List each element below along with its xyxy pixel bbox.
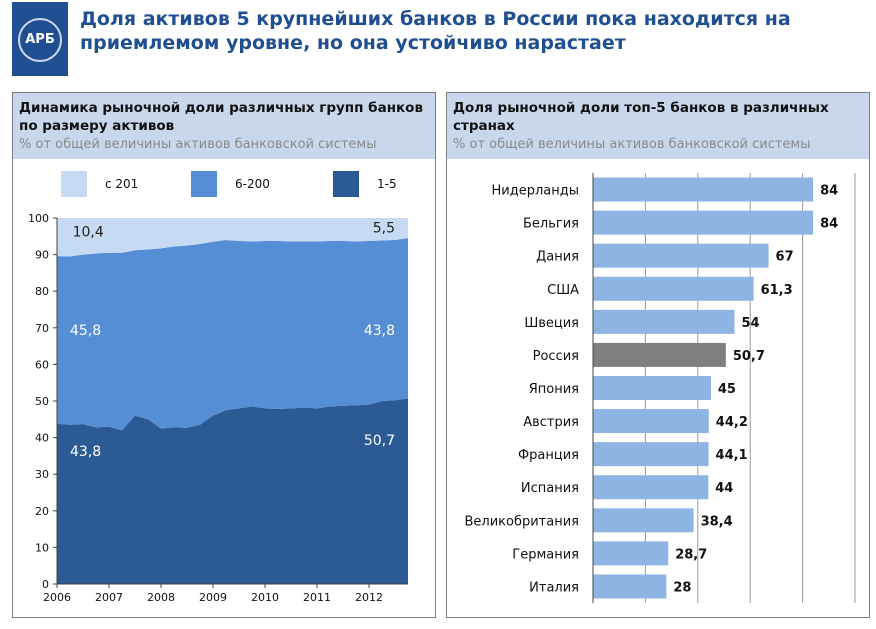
bar-value-label: 84 xyxy=(820,217,838,232)
bar-category-label: Дания xyxy=(536,250,579,265)
page-title: Доля активов 5 крупнейших банков в Росси… xyxy=(80,8,791,54)
y-tick-label: 30 xyxy=(35,468,49,481)
legend-label-3: 1-5 xyxy=(377,177,397,191)
area-annotation: 43,8 xyxy=(364,323,395,339)
left-chart-subtitle: % от общей величины активов банковской с… xyxy=(19,137,377,152)
left-chart-panel: Динамика рыночной доли различных групп б… xyxy=(12,92,436,618)
bar xyxy=(593,442,709,467)
area-series-1 xyxy=(57,398,408,584)
bar-category-label: Испания xyxy=(521,481,579,496)
x-tick-label: 2007 xyxy=(95,591,123,604)
bar xyxy=(593,541,669,566)
x-tick-label: 2011 xyxy=(303,591,331,604)
logo: АРБ xyxy=(12,2,68,76)
bar xyxy=(593,243,769,268)
area-annotation: 45,8 xyxy=(70,323,101,339)
x-tick-label: 2010 xyxy=(251,591,279,604)
bar-value-label: 67 xyxy=(776,250,794,265)
bar-category-label: Германия xyxy=(512,547,579,562)
bar-value-label: 50,7 xyxy=(733,349,765,364)
right-chart-subtitle: % от общей величины активов банковской с… xyxy=(453,137,811,152)
bar xyxy=(593,409,709,434)
bar-category-label: Франция xyxy=(518,448,579,463)
legend-label-2: 6-200 xyxy=(235,177,270,191)
bar-value-label: 44,1 xyxy=(716,448,748,463)
bar xyxy=(593,574,667,599)
bar xyxy=(593,342,726,367)
bar-value-label: 28,7 xyxy=(675,547,707,562)
bar xyxy=(593,508,694,533)
y-tick-label: 70 xyxy=(35,322,49,335)
bar-category-label: Россия xyxy=(533,349,579,364)
bar-category-label: Бельгия xyxy=(523,217,579,232)
y-tick-label: 10 xyxy=(35,541,49,554)
left-panel-header: Динамика рыночной доли различных групп б… xyxy=(13,93,435,159)
bar xyxy=(593,276,754,301)
x-tick-label: 2009 xyxy=(199,591,227,604)
y-tick-label: 90 xyxy=(35,249,49,262)
area-chart: 0 10 20 30 40 50 60 70 80 90 100 2006 2007 2008 2009 20… xyxy=(28,212,408,604)
y-tick-label: 0 xyxy=(42,578,49,591)
bar xyxy=(593,210,814,235)
legend-swatch-3 xyxy=(333,171,359,197)
bar xyxy=(593,475,709,500)
bar-category-label: Япония xyxy=(529,382,579,397)
bar-value-label: 54 xyxy=(741,316,759,331)
area-series-3 xyxy=(57,218,408,257)
bar-value-label: 44,2 xyxy=(716,415,748,430)
bar xyxy=(593,376,711,400)
y-tick-label: 20 xyxy=(35,505,49,518)
y-tick-label: 60 xyxy=(35,358,49,371)
x-tick-label: 2012 xyxy=(355,591,383,604)
bar xyxy=(593,177,814,202)
area-annotation: 10,4 xyxy=(73,224,104,240)
legend-label-1: с 201 xyxy=(105,177,139,191)
bar-category-label: Австрия xyxy=(523,415,579,430)
logo-text: АРБ xyxy=(18,18,62,62)
area-annotation: 50,7 xyxy=(364,433,395,449)
right-panel-header: Доля рыночной доли топ-5 банков в различ… xyxy=(447,93,869,159)
bar-category-label: США xyxy=(547,283,579,298)
bar-value-label: 28 xyxy=(673,580,691,595)
y-tick-label: 50 xyxy=(35,395,49,408)
area-annotation: 43,8 xyxy=(70,444,101,460)
bar-chart: Нидерланды 84 Бельгия 84 Дания 67 США 61,3 Швеци… xyxy=(464,173,856,603)
x-tick-label: 2008 xyxy=(147,591,175,604)
legend-swatch-1 xyxy=(61,171,87,197)
bar-category-label: Нидерланды xyxy=(492,184,580,199)
bar-value-label: 44 xyxy=(715,481,733,496)
area-annotation: 5,5 xyxy=(373,221,395,237)
bar-value-label: 38,4 xyxy=(701,514,733,529)
y-tick-label: 40 xyxy=(35,432,49,445)
bar-category-label: Швеция xyxy=(524,316,579,331)
y-tick-label: 80 xyxy=(35,285,49,298)
bar xyxy=(593,309,735,334)
bar-category-label: Великобритания xyxy=(464,514,579,529)
area-series-2 xyxy=(57,238,408,431)
bar-category-label: Италия xyxy=(529,580,579,595)
right-chart-panel: Доля рыночной доли топ-5 банков в различ… xyxy=(446,92,870,618)
bar-value-label: 84 xyxy=(820,184,838,199)
right-chart-title: Доля рыночной доли топ-5 банков в различ… xyxy=(453,100,829,134)
legend-swatch-2 xyxy=(191,171,217,197)
x-tick-label: 2006 xyxy=(43,591,71,604)
y-tick-label: 100 xyxy=(28,212,49,225)
left-chart-title: Динамика рыночной доли различных групп б… xyxy=(19,100,424,134)
bar-value-label: 45 xyxy=(718,382,736,397)
bar-value-label: 61,3 xyxy=(761,283,793,298)
